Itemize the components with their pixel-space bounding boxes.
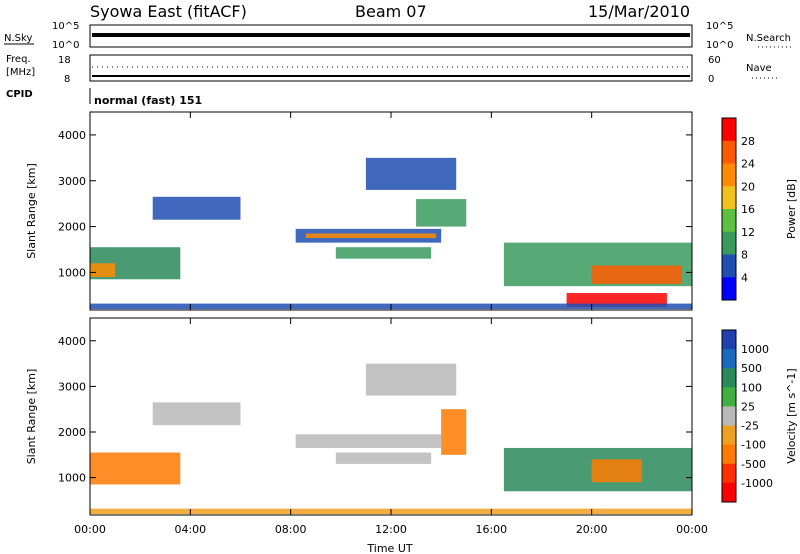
colorbar-tick-label: -100	[741, 439, 766, 452]
power-panel: 1000 2000 3000 4000 Slant Range [km]	[25, 111, 693, 311]
colorbar-segment	[722, 482, 736, 503]
echo-region	[335, 247, 432, 259]
x-tick-label: 20:00	[576, 523, 608, 536]
colorbar-tick-label: 24	[741, 158, 755, 171]
freq-tick-bottom: 8	[64, 74, 70, 85]
echo-region	[365, 363, 457, 396]
date-title: 15/Mar/2010	[588, 2, 690, 21]
colorbar-segment	[722, 406, 736, 427]
colorbar-tick-label: 1000	[741, 343, 769, 356]
noise-tick-right-bottom: 10^0	[706, 40, 733, 51]
freq-strip-frame	[89, 54, 693, 82]
echo-region	[566, 293, 667, 307]
y-tick-label: 4000	[58, 335, 86, 348]
colorbar-segment	[722, 387, 736, 407]
echo-region	[90, 452, 181, 485]
noise-tick-right-top: 10^5	[706, 21, 733, 32]
colorbar-segment	[722, 163, 736, 187]
x-tick-label: 16:00	[475, 523, 507, 536]
y-tick-label: 4000	[58, 129, 86, 142]
echo-region	[591, 459, 642, 483]
colorbar-segment	[722, 186, 736, 210]
colorbar-tick-label: -500	[741, 458, 766, 471]
nsky-label: N.Sky	[4, 33, 32, 44]
colorbar-tick-label: 12	[741, 226, 755, 239]
echo-region	[295, 434, 442, 448]
velocity-colorbar: 1000 500 100 25 -25 -100 -500 -1000 Velocity [m …	[721, 329, 798, 503]
colorbar-segment	[722, 254, 736, 278]
echo-region	[152, 402, 241, 426]
colorbar-tick-label: 4	[741, 271, 748, 284]
colorbar-segment	[722, 140, 736, 164]
freq-label: Freq.	[6, 54, 31, 65]
colorbar-frame	[721, 329, 737, 503]
colorbar-tick-label: 16	[741, 203, 755, 216]
noise-strip-frame	[89, 24, 693, 48]
colorbar-label: Velocity [m s^-1]	[785, 368, 798, 463]
colorbar-tick-label: 25	[741, 400, 755, 413]
x-tick-label: 00:00	[676, 523, 708, 536]
colorbar-tick-label: 28	[741, 135, 755, 148]
echo-region	[416, 199, 467, 227]
colorbar-tick-label: 100	[741, 381, 762, 394]
nave-tick-top: 60	[708, 55, 721, 66]
echo-region	[591, 265, 682, 284]
colorbar-segment	[722, 118, 736, 142]
freq-tick-top: 18	[58, 55, 71, 66]
echo-region	[305, 233, 437, 239]
x-axis-label: Time UT	[366, 542, 412, 554]
colorbar-tick-label: 8	[741, 249, 748, 262]
colorbar-segment	[722, 277, 736, 301]
colorbar-frame	[721, 117, 737, 301]
x-tick-label: 12:00	[375, 523, 407, 536]
colorbar-tick-label: 500	[741, 362, 762, 375]
colorbar-segment	[722, 425, 736, 446]
y-tick-label: 2000	[58, 426, 86, 439]
y-tick-label: 1000	[58, 266, 86, 279]
station-title: Syowa East (fitACF)	[90, 2, 247, 21]
colorbar-tick-label: -1000	[741, 477, 773, 490]
echo-region	[441, 409, 467, 455]
echo-region	[335, 452, 432, 464]
noise-tick-left-bottom: 10^0	[52, 40, 79, 51]
y-tick-label: 3000	[58, 380, 86, 393]
cpid-label: CPID	[6, 89, 33, 100]
echo-region	[90, 263, 116, 277]
nave-tick-bottom: 0	[708, 74, 714, 85]
echo-region	[152, 196, 241, 220]
colorbar-segment	[722, 444, 736, 465]
nsearch-label: N.Search	[746, 33, 791, 44]
x-tick-label: 04:00	[174, 523, 206, 536]
beam-title: Beam 07	[355, 2, 427, 21]
colorbar-segment	[722, 368, 736, 388]
y-axis-label: Slant Range [km]	[25, 163, 38, 259]
y-tick-label: 1000	[58, 472, 86, 485]
x-tick-label: 08:00	[275, 523, 307, 536]
colorbar-segment	[722, 330, 736, 350]
colorbar-label: Power [dB]	[785, 179, 798, 239]
colorbar-segment	[722, 463, 736, 484]
y-axis-label: Slant Range [km]	[25, 369, 38, 465]
freq-unit-label: [MHz]	[6, 67, 35, 78]
colorbar-segment	[722, 209, 736, 233]
cpid-value: normal (fast) 151	[94, 94, 202, 107]
x-tick-label: 00:00	[74, 523, 106, 536]
power-colorbar: 4 8 12 16 20 24 28 Power [dB]	[721, 117, 798, 301]
colorbar-tick-label: 20	[741, 180, 755, 193]
nave-label: Nave	[746, 63, 772, 74]
colorbar-tick-label: -25	[741, 420, 759, 433]
y-tick-label: 3000	[58, 175, 86, 188]
colorbar-segment	[722, 231, 736, 255]
echo-region	[365, 157, 457, 190]
noise-tick-left-top: 10^5	[52, 21, 79, 32]
y-tick-label: 2000	[58, 221, 86, 234]
noise-trace	[92, 33, 690, 37]
velocity-panel: 1000 2000 3000 4000 Slant Range [km] 00:00 04:…	[25, 317, 708, 536]
colorbar-segment	[722, 349, 736, 369]
